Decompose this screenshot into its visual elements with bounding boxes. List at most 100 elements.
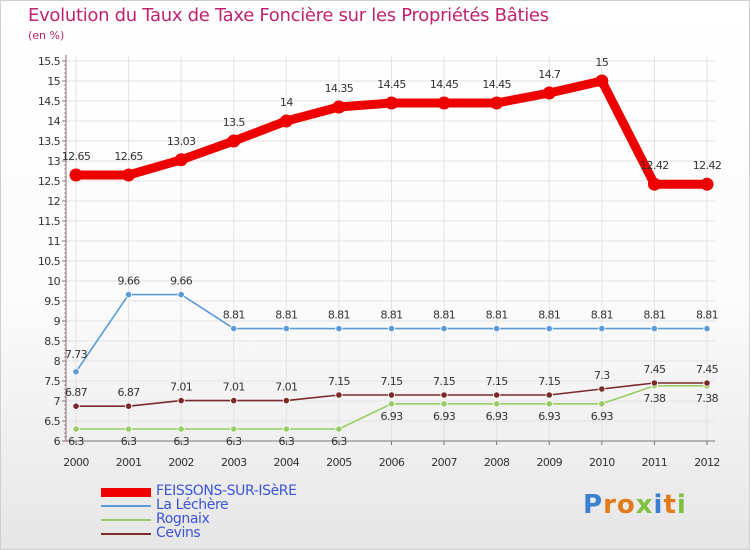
- data-point: [545, 391, 553, 399]
- data-label: 12.42: [640, 159, 669, 172]
- data-point: [545, 400, 553, 408]
- data-label: 14.45: [430, 78, 459, 91]
- data-label: 6.3: [68, 435, 84, 448]
- y-tick-label: 12.5: [38, 175, 61, 188]
- y-tick-label: 9: [54, 315, 61, 328]
- legend-item: La Léchère: [101, 497, 361, 513]
- legend-label: FEISSONS-SUR-ISèRE: [156, 483, 297, 499]
- data-label: 6.93: [591, 410, 614, 423]
- data-label: 7.15: [380, 375, 403, 388]
- data-point: [598, 385, 606, 393]
- data-label: 8.81: [433, 309, 455, 322]
- data-label: 6.3: [121, 435, 137, 448]
- data-label: 7.01: [275, 381, 297, 394]
- x-tick-label: 2008: [484, 456, 510, 469]
- data-label: 6.93: [433, 410, 456, 423]
- y-tick-label: 15: [47, 75, 60, 88]
- data-point: [595, 74, 609, 88]
- data-point: [124, 402, 133, 410]
- y-tick-label: 14.5: [38, 95, 61, 108]
- data-label: 13.5: [223, 116, 246, 129]
- legend-swatch: [101, 533, 151, 535]
- data-label: 7.45: [696, 363, 719, 376]
- data-label: 8.81: [643, 309, 665, 322]
- data-label: 15: [595, 56, 608, 69]
- y-tick-label: 9.5: [44, 295, 60, 308]
- data-point: [700, 177, 714, 191]
- y-tick-label: 13.5: [38, 135, 61, 148]
- legend-item: Cevins: [101, 525, 361, 541]
- data-label: 7.3: [594, 369, 610, 382]
- chart-title: Evolution du Taux de Taxe Foncière sur l…: [28, 5, 549, 26]
- data-label: 9.66: [118, 275, 141, 288]
- proxiti-logo: Proxiti: [583, 490, 687, 520]
- data-point: [440, 400, 448, 408]
- data-point: [122, 168, 136, 182]
- data-label: 12.42: [693, 159, 722, 172]
- y-tick-label: 15.5: [38, 55, 61, 68]
- data-point: [385, 96, 398, 110]
- data-label: 6.3: [173, 435, 189, 448]
- data-point: [282, 324, 290, 333]
- data-label: 14.7: [538, 68, 561, 81]
- data-label: 14.45: [377, 78, 406, 91]
- data-point: [72, 402, 80, 410]
- data-point: [124, 425, 133, 433]
- logo-letter: t: [663, 490, 677, 520]
- legend-label: Rognaix: [156, 511, 210, 527]
- data-label: 6.87: [65, 386, 88, 399]
- y-tick-label: 11: [47, 235, 60, 248]
- y-tick-label: 6.5: [44, 415, 60, 428]
- data-label: 7.15: [433, 375, 456, 388]
- x-tick-label: 2000: [63, 456, 89, 469]
- y-tick-label: 14: [47, 115, 60, 128]
- data-point: [387, 400, 396, 408]
- data-label: 8.81: [275, 309, 297, 322]
- data-label: 7.73: [65, 348, 88, 361]
- data-point: [493, 391, 501, 399]
- data-point: [493, 400, 501, 408]
- y-tick-label: 12: [47, 195, 60, 208]
- logo-letter: x: [635, 490, 654, 520]
- data-label: 7.01: [223, 381, 245, 394]
- data-point: [703, 379, 711, 387]
- data-label: 8.81: [696, 309, 718, 322]
- legend-swatch: [101, 487, 151, 497]
- data-label: 6.3: [331, 435, 347, 448]
- data-point: [230, 425, 238, 433]
- data-point: [440, 324, 448, 333]
- x-tick-label: 2007: [431, 456, 457, 469]
- data-point: [282, 425, 290, 433]
- data-point: [493, 324, 501, 333]
- x-tick-label: 2004: [274, 456, 300, 469]
- data-label: 8.81: [328, 309, 350, 322]
- x-tick-label: 2005: [326, 456, 352, 469]
- logo-letter: o: [616, 490, 636, 520]
- axes: 6 6.5 7 7.5 8 8.5 9 9.5 10 10.5 11 11.5 12 12.5 13 13.5…: [38, 55, 720, 469]
- x-tick-label: 2009: [536, 456, 562, 469]
- y-tick-label: 10.5: [38, 255, 61, 268]
- data-point: [387, 324, 396, 333]
- data-label: 6.93: [486, 410, 509, 423]
- data-point: [490, 96, 504, 110]
- legend-item: Rognaix: [101, 511, 361, 527]
- data-label: 8.81: [223, 309, 245, 322]
- data-point: [177, 396, 185, 405]
- legend-item: FEISSONS-SUR-ISèRE: [101, 483, 361, 499]
- x-tick-label: 2010: [589, 456, 615, 469]
- logo-letter: r: [603, 490, 617, 520]
- data-point: [282, 396, 290, 405]
- data-label: 6.3: [278, 435, 294, 448]
- data-point: [177, 290, 185, 299]
- x-tick-label: 2002: [168, 456, 194, 469]
- series-lines: [69, 74, 714, 433]
- y-tick-label: 7: [54, 395, 61, 408]
- data-point: [72, 368, 80, 376]
- data-point: [335, 425, 343, 433]
- data-label: 12.65: [62, 150, 91, 163]
- data-point: [650, 324, 659, 333]
- data-point: [545, 324, 553, 333]
- legend-swatch: [101, 519, 151, 521]
- x-tick-label: 2001: [116, 456, 142, 469]
- x-tick-label: 2012: [694, 456, 720, 469]
